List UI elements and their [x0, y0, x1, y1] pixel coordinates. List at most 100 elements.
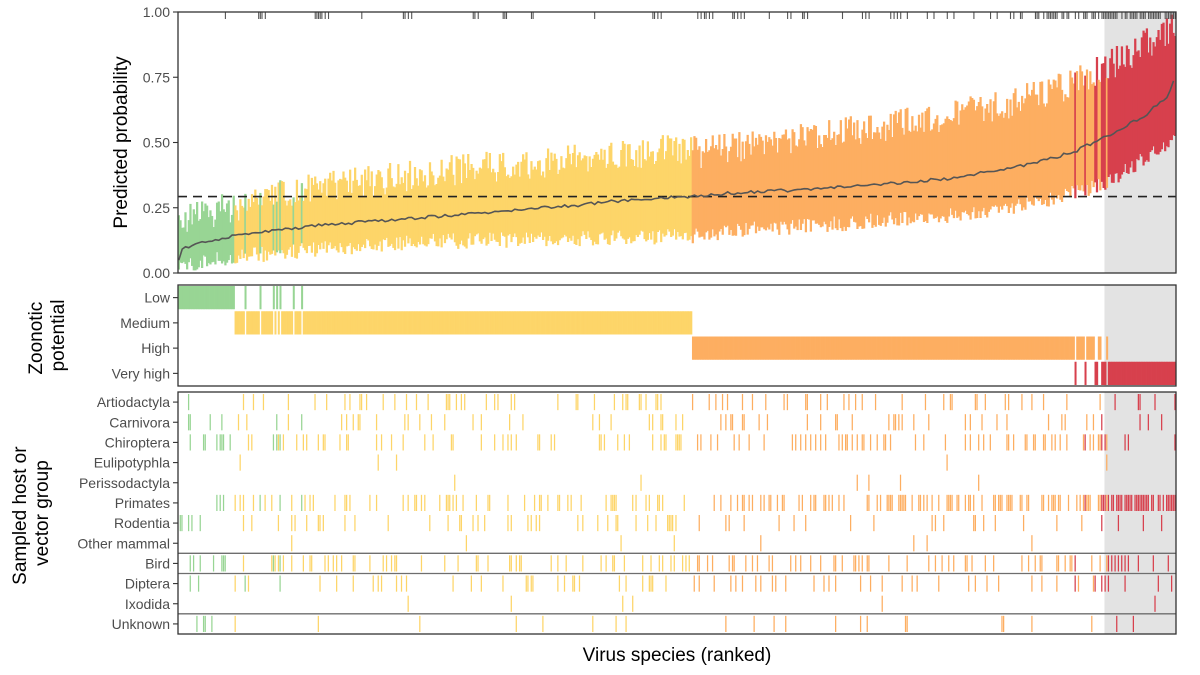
host-presence-mark [419, 615, 421, 632]
zoonotic-category-mark [587, 311, 590, 335]
zoonotic-category-mark [1077, 336, 1080, 360]
zoonotic-category-mark [949, 336, 952, 360]
zoonotic-category-mark [859, 336, 862, 360]
zoonotic-category-mark [685, 311, 688, 335]
zoonotic-category-mark [1126, 361, 1129, 385]
host-presence-mark [1107, 575, 1110, 592]
zoonotic-category-mark [593, 311, 596, 335]
zoonotic-y-tick-label: Low [144, 290, 171, 306]
host-presence-mark [484, 515, 486, 532]
host-presence-mark [557, 575, 559, 592]
host-presence-mark [1101, 575, 1103, 592]
host-presence-mark [893, 414, 895, 431]
zoonotic-category-mark [846, 336, 849, 360]
zoonotic-category-mark [861, 336, 864, 360]
zoonotic-category-mark [693, 336, 696, 360]
host-presence-mark [904, 494, 907, 511]
zoonotic-category-mark [1014, 336, 1017, 360]
host-presence-mark [881, 575, 883, 592]
host-presence-mark [1116, 494, 1118, 511]
zoonotic-category-mark [1157, 361, 1160, 385]
zoonotic-category-mark [726, 336, 729, 360]
host-presence-mark [617, 515, 619, 532]
zoonotic-category-mark [1072, 336, 1075, 360]
host-presence-mark [866, 494, 868, 511]
host-presence-mark [632, 595, 634, 612]
host-presence-mark [460, 394, 463, 411]
host-presence-mark [851, 414, 853, 431]
host-presence-mark [658, 555, 660, 572]
host-presence-mark [600, 555, 602, 572]
zoonotic-category-mark [816, 336, 819, 360]
host-presence-mark [943, 394, 945, 411]
host-presence-mark [1152, 555, 1154, 572]
zoonotic-category-mark [191, 286, 194, 310]
host-presence-mark [455, 494, 458, 511]
zoonotic-category-mark [597, 311, 600, 335]
host-presence-mark [449, 394, 451, 411]
zoonotic-category-mark [913, 336, 916, 360]
zoonotic-category-mark [500, 311, 503, 335]
host-presence-mark [1069, 555, 1071, 572]
host-presence-mark [327, 555, 329, 572]
host-presence-mark [841, 434, 843, 451]
zoonotic-category-mark [359, 311, 362, 335]
median-probability-line [178, 80, 1175, 261]
host-presence-mark [1006, 494, 1008, 511]
host-presence-mark [334, 494, 336, 511]
zoonotic-y-axis-label-line1: Zoonotic [26, 302, 47, 375]
host-presence-mark [743, 494, 745, 511]
zoonotic-category-mark [620, 311, 623, 335]
zoonotic-category-mark [728, 336, 731, 360]
zoonotic-category-mark [497, 311, 500, 335]
host-y-axis-label-line1: Sampled host or [10, 446, 31, 585]
zoonotic-category-mark [830, 336, 833, 360]
host-presence-mark [450, 434, 453, 451]
host-presence-mark [756, 555, 759, 572]
host-presence-mark [810, 494, 812, 511]
zoonotic-panel-border [177, 284, 1177, 387]
zoonotic-category-mark [906, 336, 909, 360]
host-presence-mark [946, 494, 948, 511]
host-presence-mark [276, 434, 278, 451]
host-presence-mark [1131, 494, 1133, 511]
host-presence-mark [294, 515, 296, 532]
host-presence-mark [573, 575, 576, 592]
zoonotic-category-mark [540, 311, 543, 335]
host-presence-mark [856, 474, 858, 491]
host-presence-mark [538, 494, 541, 511]
zoonotic-category-mark [911, 336, 914, 360]
zoonotic-category-mark [1079, 336, 1082, 360]
host-presence-mark [680, 434, 682, 451]
host-y-axis-label: Sampled host or vector group [10, 441, 53, 585]
host-presence-mark [510, 515, 512, 532]
host-presence-mark [745, 555, 747, 572]
host-presence-mark [553, 434, 556, 451]
host-presence-mark [216, 434, 218, 451]
host-presence-mark [964, 555, 967, 572]
host-presence-mark [688, 555, 690, 572]
zoonotic-category-mark [236, 311, 239, 335]
host-presence-mark [322, 434, 324, 451]
host-presence-mark [317, 515, 319, 532]
host-presence-mark [520, 555, 522, 572]
zoonotic-category-mark [993, 336, 996, 360]
host-presence-mark [969, 414, 971, 431]
host-presence-mark [743, 414, 745, 431]
host-presence-mark [1101, 515, 1103, 532]
zoonotic-category-mark [246, 311, 249, 335]
zoonotic-category-mark [1032, 336, 1035, 360]
zoonotic-category-mark [269, 311, 272, 335]
host-presence-mark [798, 494, 800, 511]
host-presence-mark [1059, 434, 1061, 451]
zoonotic-category-mark [370, 311, 373, 335]
host-presence-mark [716, 434, 719, 451]
host-presence-mark [913, 535, 915, 552]
host-presence-mark [372, 575, 374, 592]
host-presence-mark [494, 434, 496, 451]
zoonotic-category-mark [257, 311, 260, 335]
host-presence-mark [1056, 515, 1058, 532]
host-presence-mark [1159, 494, 1161, 511]
host-presence-mark [901, 575, 903, 592]
host-presence-mark [242, 394, 245, 411]
